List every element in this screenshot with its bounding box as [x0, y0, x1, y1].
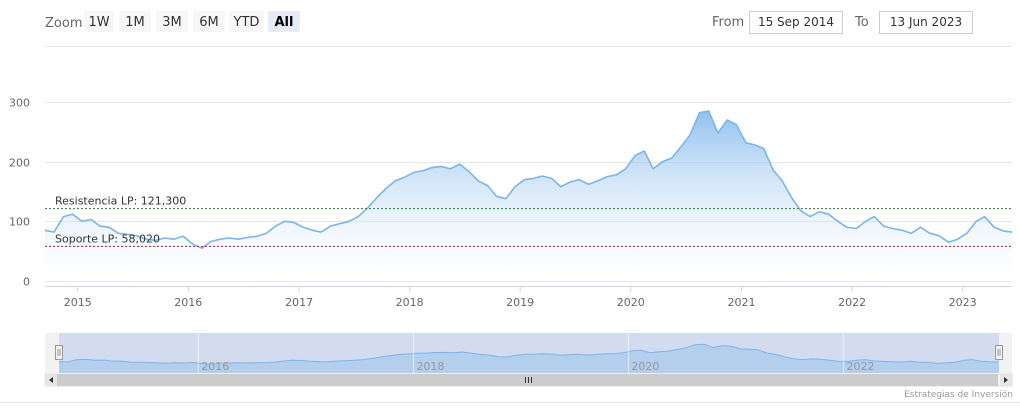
x-tick-label: 2016	[174, 296, 202, 309]
y-tick-label: 0	[23, 276, 30, 289]
zoom-button-3m[interactable]: 3M	[156, 11, 188, 32]
navigator-tick-label: 2016	[201, 360, 229, 373]
zoom-button-6m-label: 6M	[199, 15, 219, 30]
y-tick-label: 300	[9, 97, 30, 110]
navigator-ticks: 2016 2018 2020 2022	[197, 333, 875, 373]
zoom-button-1m-label: 1M	[125, 15, 145, 30]
to-date-value: 13 Jun 2023	[890, 15, 962, 29]
navigator-tick-label: 2020	[631, 360, 659, 373]
zoom-label: Zoom	[45, 16, 82, 31]
scrollbar-thumb[interactable]	[57, 374, 998, 386]
zoom-button-1w-label: 1W	[88, 15, 109, 30]
x-tick-label: 2015	[64, 296, 92, 309]
x-tick-label: 2020	[617, 296, 645, 309]
annotations: Resistencia LP: 121,300 Soporte LP: 58,02…	[45, 195, 1012, 247]
x-tick-label: 2021	[728, 296, 756, 309]
from-date-input[interactable]: 15 Sep 2014	[749, 11, 843, 34]
scroll-right-arrow-icon[interactable]	[1000, 374, 1012, 386]
zoom-button-all[interactable]: All	[268, 11, 300, 32]
x-tick-label: 2019	[506, 296, 534, 309]
y-axis: 0 100 200 300	[9, 97, 30, 289]
scrollbar[interactable]	[44, 373, 1013, 387]
y-tick-label: 200	[9, 157, 30, 170]
series-area	[45, 111, 1012, 286]
plot-area	[44, 110, 1013, 286]
from-date-value: 15 Sep 2014	[758, 15, 834, 29]
range-selector: Zoom 1W 1M 3M 6M YTD All From 15 Sep 2	[45, 11, 973, 34]
zoom-button-6m[interactable]: 6M	[193, 11, 225, 32]
zoom-button-1m[interactable]: 1M	[119, 11, 151, 32]
navigator-tick-label: 2018	[416, 360, 444, 373]
credit-text: Estrategias de Inversión	[904, 389, 1013, 400]
navigator-mask	[59, 333, 999, 373]
series-line	[44, 110, 1013, 249]
zoom-button-1w[interactable]: 1W	[84, 11, 114, 32]
to-date-input[interactable]: 13 Jun 2023	[879, 11, 973, 34]
annotation-label: Soporte LP: 58,020	[55, 232, 160, 245]
navigator[interactable]: 2016 2018 2020 2022	[45, 333, 1012, 373]
x-tick-label: 2018	[396, 296, 424, 309]
scroll-left-arrow-icon[interactable]	[45, 374, 57, 386]
x-tick-label: 2017	[285, 296, 313, 309]
navigator-handle-right[interactable]	[995, 345, 1003, 360]
zoom-button-ytd[interactable]: YTD	[229, 11, 264, 32]
navigator-tick-label: 2022	[847, 360, 875, 373]
y-tick-label: 100	[9, 216, 30, 229]
zoom-button-ytd-label: YTD	[233, 15, 260, 30]
annotation-label: Resistencia LP: 121,300	[55, 195, 186, 208]
to-label: To	[854, 15, 869, 30]
x-tick-label: 2023	[949, 296, 977, 309]
zoom-button-all-label: All	[275, 15, 294, 30]
navigator-handle-left[interactable]	[55, 345, 63, 360]
x-tick-label: 2022	[838, 296, 866, 309]
scrollbar-grip-icon	[525, 377, 532, 383]
zoom-button-3m-label: 3M	[162, 15, 182, 30]
x-axis: 2015 2016 2017 2018 2019 2020 2021 2022 2023	[45, 286, 1012, 309]
navigator-area	[59, 344, 999, 373]
from-label: From	[712, 15, 744, 30]
